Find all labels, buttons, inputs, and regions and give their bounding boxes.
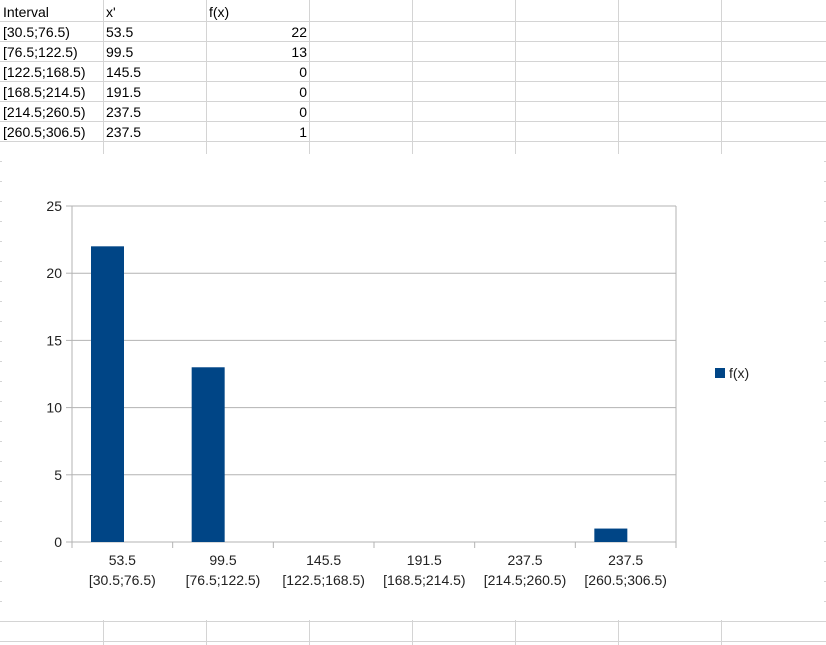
row-gridline [0, 621, 826, 622]
fx-cell[interactable]: 13 [291, 44, 307, 60]
x-tick-sublabel: [76.5;122.5) [186, 572, 261, 588]
interval-cell[interactable]: [260.5;306.5) [3, 124, 86, 140]
interval-cell[interactable]: [76.5;122.5) [3, 44, 78, 60]
x-prime-cell[interactable]: 191.5 [106, 84, 142, 100]
row-gridline [0, 21, 826, 22]
fx-cell[interactable]: 0 [299, 84, 307, 100]
header-fx[interactable]: f(x) [209, 4, 230, 20]
x-tick-label: 191.5 [407, 552, 442, 568]
legend-swatch [715, 368, 725, 378]
row-gridline [0, 101, 826, 102]
header-x-prime[interactable]: x' [106, 4, 116, 20]
row-gridline [0, 141, 826, 142]
fx-cell[interactable]: 0 [299, 104, 307, 120]
x-tick-label: 237.5 [507, 552, 542, 568]
x-tick-sublabel: [122.5;168.5) [282, 572, 365, 588]
y-tick-label: 25 [46, 198, 62, 214]
y-tick-label: 20 [46, 265, 62, 281]
legend-label: f(x) [729, 365, 749, 381]
x-tick-sublabel: [260.5;306.5) [584, 572, 667, 588]
x-tick-sublabel: [214.5;260.5) [484, 572, 567, 588]
x-tick-label: 53.5 [109, 552, 136, 568]
fx-cell[interactable]: 1 [299, 124, 307, 140]
fx-cell[interactable]: 0 [299, 64, 307, 80]
x-prime-cell[interactable]: 237.5 [106, 124, 142, 140]
header-interval[interactable]: Interval [3, 4, 49, 20]
interval-cell[interactable]: [30.5;76.5) [3, 24, 70, 40]
y-tick-label: 5 [54, 467, 62, 483]
x-prime-cell[interactable]: 145.5 [106, 64, 142, 80]
x-tick-label: 99.5 [209, 552, 236, 568]
bar-5 [594, 528, 628, 542]
row-gridline [0, 641, 826, 642]
x-tick-label: 145.5 [306, 552, 341, 568]
chart-canvas: 0 5 10 15 20 25 53.5 [30.5;76.5) 99.5 [76.5;122.5… [46, 198, 749, 588]
y-tick-label: 0 [54, 534, 62, 550]
y-tick-label: 15 [46, 332, 62, 348]
x-tick-sublabel: [168.5;214.5) [383, 572, 466, 588]
bar-0 [91, 246, 124, 542]
x-prime-cell[interactable]: 99.5 [106, 44, 134, 60]
x-tick-sublabel: [30.5;76.5) [89, 572, 156, 588]
y-tick-label: 10 [46, 400, 62, 416]
interval-cell[interactable]: [214.5;260.5) [3, 104, 86, 120]
x-prime-cell[interactable]: 237.5 [106, 104, 142, 120]
bar-chart[interactable]: 0 5 10 15 20 25 53.5 [30.5;76.5) 99.5 [76.5;122.5… [2, 154, 824, 620]
bar-1 [191, 367, 225, 542]
x-prime-cell[interactable]: 53.5 [106, 24, 134, 40]
row-gridline [0, 121, 826, 122]
row-gridline [0, 61, 826, 62]
row-gridline [0, 81, 826, 82]
fx-cell[interactable]: 22 [291, 24, 307, 40]
interval-cell[interactable]: [168.5;214.5) [3, 84, 86, 100]
row-gridline [0, 41, 826, 42]
x-tick-label: 237.5 [608, 552, 643, 568]
interval-cell[interactable]: [122.5;168.5) [3, 64, 86, 80]
